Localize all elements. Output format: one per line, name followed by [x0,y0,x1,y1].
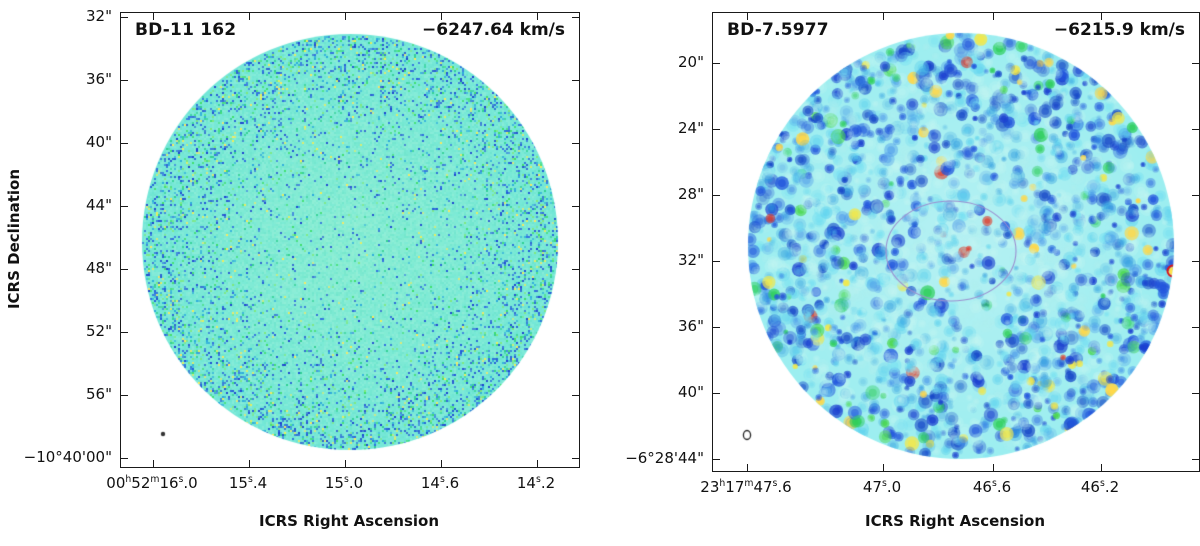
y-tick-label: 32" [86,7,112,25]
y-tick-mark [1192,195,1199,196]
y-tick-mark [121,143,128,144]
x-tick-mark [747,464,748,471]
x-tick-mark [883,13,884,20]
x-tick-mark [537,460,538,467]
y-tick-mark [1192,393,1199,394]
y-axis-title: ICRS Declination [5,168,23,310]
y-tick-mark [121,458,128,459]
y-tick-mark [1192,63,1199,64]
y-tick-label: 24" [678,119,704,137]
y-tick-mark [1192,327,1199,328]
x-tick-label: 00h52m16s.0 [106,474,198,492]
x-tick-label: 15s.0 [324,474,364,492]
y-tick-label: 40" [86,133,112,151]
y-tick-mark [121,269,128,270]
x-axis-title: ICRS Right Ascension [259,512,439,530]
noise-map-canvas [713,13,1199,471]
x-tick-label: 14s.2 [516,474,556,492]
x-tick-label: 46s.6 [972,478,1012,496]
y-tick-label: 36" [86,70,112,88]
panel-bd7-5977: BD-7.5977 −6215.9 km/s ICRS Right Ascens… [600,0,1200,546]
x-tick-mark [153,13,154,20]
panel-title: BD-11 162 [135,20,237,40]
y-tick-mark [1192,129,1199,130]
y-tick-mark [121,17,128,18]
y-tick-mark [572,332,579,333]
x-tick-label: 14s.6 [420,474,460,492]
x-tick-mark [993,13,994,20]
x-tick-label: 15s.4 [228,474,268,492]
x-tick-mark [883,464,884,471]
x-tick-mark [249,460,250,467]
panel-bd11-162: ICRS Declination BD-11 162 −6247.64 km/s… [5,7,580,530]
y-tick-label: 48" [86,259,112,277]
y-tick-label: 56" [86,385,112,403]
x-tick-label: 47s.0 [862,478,902,496]
y-tick-label: 32" [678,251,704,269]
x-axis-title: ICRS Right Ascension [865,512,1045,530]
y-tick-mark [713,327,720,328]
y-tick-mark [713,129,720,130]
x-tick-mark [153,460,154,467]
y-tick-mark [572,80,579,81]
y-tick-mark [713,393,720,394]
x-tick-label: 23h17m47s.6 [700,478,792,496]
y-tick-mark [1192,459,1199,460]
x-tick-mark [249,13,250,20]
y-tick-label: 40" [678,383,704,401]
y-tick-label: −6°28'44" [625,449,704,467]
x-tick-label: 46s.2 [1080,478,1120,496]
y-tick-label: 52" [86,322,112,340]
x-tick-mark [747,13,748,20]
y-tick-mark [572,206,579,207]
x-tick-mark [1101,464,1102,471]
x-tick-mark [345,13,346,20]
plot-frame: BD-7.5977 −6215.9 km/s [712,12,1200,472]
y-tick-label: 36" [678,317,704,335]
noise-map-canvas [121,13,579,467]
velocity-label: −6215.9 km/s [1053,20,1185,40]
x-tick-mark [345,460,346,467]
y-tick-mark [121,395,128,396]
y-tick-label: −10°40'00" [23,448,112,466]
y-tick-mark [121,80,128,81]
y-tick-mark [713,195,720,196]
y-tick-mark [572,269,579,270]
velocity-label: −6247.64 km/s [422,20,565,40]
y-tick-mark [713,63,720,64]
y-tick-mark [121,206,128,207]
y-tick-mark [713,261,720,262]
x-tick-mark [441,13,442,20]
y-tick-label: 44" [86,196,112,214]
x-tick-mark [537,13,538,20]
y-tick-mark [572,458,579,459]
y-tick-mark [572,143,579,144]
x-tick-mark [441,460,442,467]
plot-frame: BD-11 162 −6247.64 km/s [120,12,580,468]
panel-title: BD-7.5977 [727,20,829,40]
y-tick-mark [713,459,720,460]
x-tick-mark [1101,13,1102,20]
y-tick-mark [1192,261,1199,262]
y-tick-mark [572,17,579,18]
y-tick-mark [572,395,579,396]
y-tick-mark [121,332,128,333]
y-tick-label: 20" [678,53,704,71]
y-tick-label: 28" [678,185,704,203]
x-tick-mark [993,464,994,471]
